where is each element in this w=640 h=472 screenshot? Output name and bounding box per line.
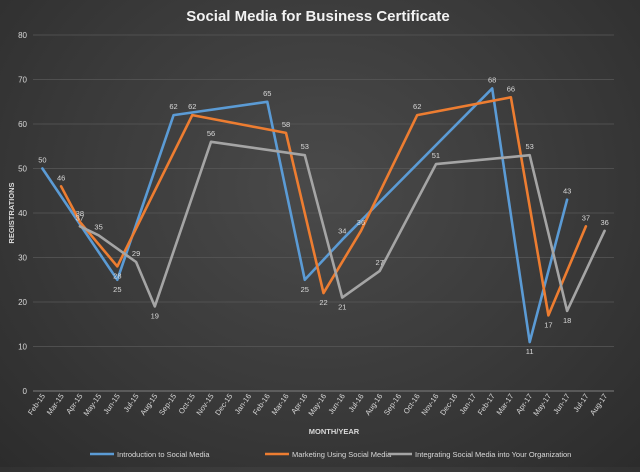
data-label: 62 [413,102,421,111]
series-lines [41,87,606,344]
data-label: 36 [600,218,608,227]
y-tick-label: 50 [18,165,27,174]
y-tick-label: 40 [18,209,27,218]
x-tick-label: May-17 [531,392,553,418]
y-tick-label: 10 [18,343,27,352]
data-label: 35 [94,222,102,231]
x-tick-label: Dec-15 [213,392,234,417]
y-tick-label: 20 [18,298,27,307]
data-label: 53 [525,142,533,151]
data-label: 29 [132,249,140,258]
x-tick-label: May-16 [306,392,328,418]
data-label: 19 [151,311,159,320]
data-label: 58 [282,120,290,129]
data-label: 43 [563,187,571,196]
x-tick-label: Feb-15 [26,392,47,417]
data-label: 50 [38,156,46,165]
data-label: 62 [169,102,177,111]
x-tick-label: Aug-16 [363,392,384,417]
data-label: 46 [57,173,65,182]
x-tick-label: Jan-16 [233,392,254,416]
data-label: 11 [526,347,534,356]
x-axis-label: MONTH/YEAR [309,427,360,436]
x-tick-label: Feb-16 [251,392,272,417]
y-tick-label: 60 [18,120,27,129]
series-line-3 [78,140,606,313]
legend-label: Integrating Social Media into Your Organ… [415,450,571,459]
x-tick-label: Nov-15 [194,392,215,417]
data-label: 51 [432,151,440,160]
y-tick-label: 80 [18,31,27,40]
x-tick-label: Sep-15 [157,392,178,417]
y-tick-label: 30 [18,254,27,263]
x-tick-label: Mar-17 [495,392,516,417]
data-label: 37 [76,213,84,222]
data-label: 53 [301,142,309,151]
data-labels: 50 25 62 65 25 34 68 11 43 46 38 28 62 58 22 36 62 66 17 37… [38,75,609,356]
data-label: 28 [113,271,121,280]
x-tick-label: Sep-16 [382,392,403,417]
x-tick-label: Mar-15 [45,392,66,417]
x-tick-label: Jun-15 [101,392,122,416]
y-tick-label: 70 [18,76,27,85]
chart-title: Social Media for Business Certificate [186,8,449,25]
gridlines [33,34,614,392]
data-label: 37 [582,213,590,222]
data-label: 65 [263,89,271,98]
axis-ticks: 01020304050607080Feb-15Mar-15Apr-15May-1… [18,31,609,418]
x-tick-label: Feb-17 [476,392,497,417]
data-label: 56 [207,129,215,138]
data-label: 68 [488,75,496,84]
data-label: 27 [376,258,384,267]
series-line-2 [59,96,588,317]
data-label: 22 [319,298,327,307]
x-tick-label: Jun-17 [551,392,572,416]
x-tick-label: Nov-16 [419,392,440,417]
x-tick-label: Aug-17 [588,392,609,417]
data-label: 25 [113,285,121,294]
data-label: 25 [301,285,309,294]
x-tick-label: May-15 [82,392,104,418]
data-label: 62 [188,102,196,111]
x-tick-label: Dec-16 [438,392,459,417]
x-tick-label: Aug-15 [138,392,159,417]
x-tick-label: Mar-16 [270,392,291,417]
legend-label: Introduction to Social Media [117,450,210,459]
data-label: 66 [507,84,515,93]
y-tick-label: 0 [23,387,28,396]
x-tick-label: Jan-17 [458,392,479,416]
x-tick-label: Jun-16 [326,392,347,416]
data-label: 34 [338,227,346,236]
data-label: 21 [338,303,346,312]
legend: Introduction to Social Media Marketing Us… [90,450,571,459]
legend-label: Marketing Using Social Media [292,450,392,459]
data-label: 36 [357,218,365,227]
data-label: 18 [563,316,571,325]
data-label: 38 [76,209,84,218]
series-line-1 [41,87,569,344]
y-axis-label: REGISTRATIONS [7,182,16,243]
data-label: 17 [544,320,552,329]
